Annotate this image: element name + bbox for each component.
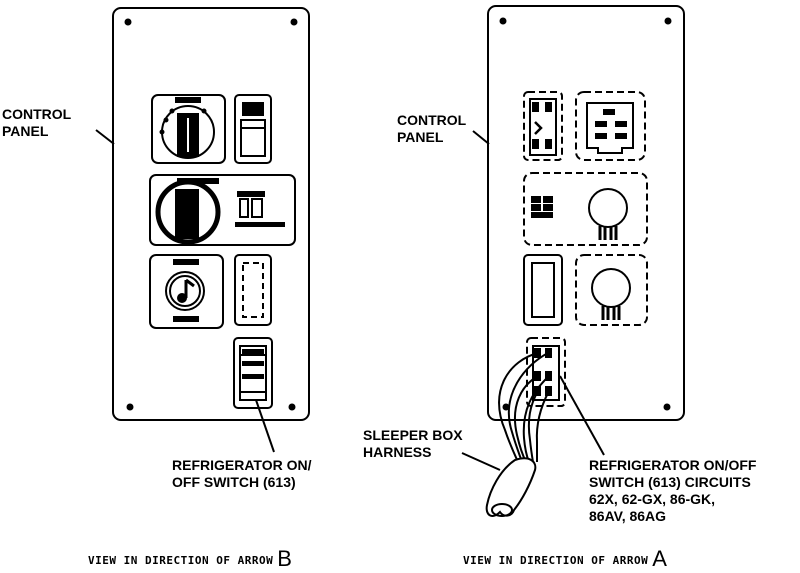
left-control-panel-label-line1: CONTROL	[2, 106, 72, 122]
view-a-caption: VIEW IN DIRECTION OF ARROW A	[463, 546, 667, 572]
left-switch-leader	[255, 399, 275, 453]
left-control-panel-label-line2: PANEL	[2, 123, 49, 139]
circuits-label-line3: 62X, 62-GX, 86-GK,	[589, 491, 716, 507]
circuits-label: REFRIGERATOR ON/OFF SWITCH (613) CIRCUIT…	[589, 457, 756, 525]
view-b-caption-text: VIEW IN DIRECTION OF ARROW	[88, 554, 274, 567]
right-rocker-back	[523, 254, 563, 326]
left-control-panel-leader	[95, 129, 115, 145]
harness-leader	[461, 452, 501, 471]
view-a-letter: A	[652, 546, 668, 571]
right-control-panel-label-line2: PANEL	[397, 129, 444, 145]
left-control-panel	[112, 7, 310, 421]
left-control-panel-label: CONTROL PANEL	[2, 106, 71, 140]
view-a-caption-text: VIEW IN DIRECTION OF ARROW	[463, 554, 649, 567]
right-control-panel-label: CONTROL PANEL	[397, 112, 466, 146]
right-control-panel-leader	[472, 130, 490, 145]
left-switch-label-line1: REFRIGERATOR ON/	[172, 457, 312, 473]
right-timer-back	[575, 254, 648, 326]
harness-label: SLEEPER BOX HARNESS	[363, 427, 463, 461]
circuits-label-line4: 86AV, 86AG	[589, 508, 667, 524]
harness-label-line1: SLEEPER BOX	[363, 427, 463, 443]
left-timer-dial	[149, 254, 224, 329]
left-rocker-switch-top	[234, 94, 272, 164]
circuits-label-line2: SWITCH (613) CIRCUITS	[589, 474, 751, 490]
right-thermostat-back	[523, 172, 648, 246]
left-rotary-switch-top	[151, 94, 226, 164]
view-b-caption: VIEW IN DIRECTION OF ARROW B	[88, 546, 292, 572]
sleeper-box-harness	[485, 352, 550, 517]
left-blank-plug	[234, 254, 272, 326]
harness-label-line2: HARNESS	[363, 444, 432, 460]
view-b-letter: B	[277, 546, 293, 571]
left-switch-label-line2: OFF SWITCH (613)	[172, 474, 296, 490]
circuits-leader	[559, 375, 605, 456]
right-connector-top-left	[523, 91, 563, 161]
left-refrigerator-switch	[233, 337, 273, 409]
circuits-label-line1: REFRIGERATOR ON/OFF	[589, 457, 757, 473]
left-switch-label: REFRIGERATOR ON/ OFF SWITCH (613)	[172, 457, 312, 491]
right-control-panel	[487, 5, 685, 421]
left-thermostat-module	[149, 174, 296, 246]
right-relay-socket	[575, 91, 646, 161]
right-control-panel-label-line1: CONTROL	[397, 112, 467, 128]
